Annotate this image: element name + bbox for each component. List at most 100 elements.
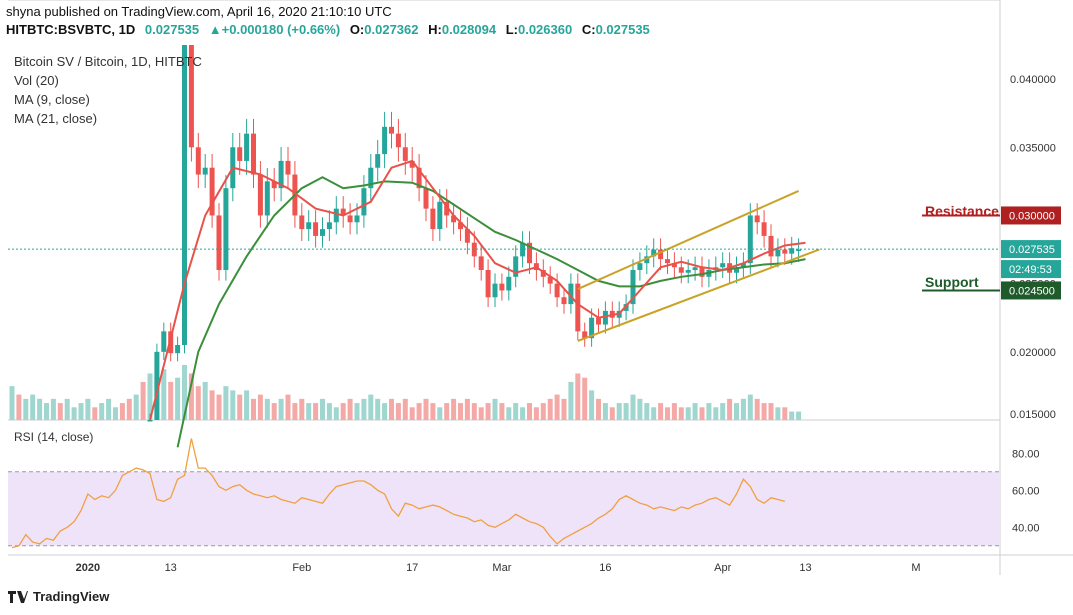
candle-body [154,351,160,420]
candle-body [264,181,270,216]
low-value: 0.026360 [517,22,573,37]
candle-body [513,256,519,277]
volume-bar [195,386,201,420]
candle-body [768,235,774,257]
volume-bar [264,398,270,420]
candle-body [237,147,243,161]
ma9-line [149,159,806,421]
volume-bar [278,398,284,420]
candle-body [582,331,588,339]
publish-info: shyna published on TradingView.com, Apri… [6,4,392,19]
candle-body [492,283,498,298]
volume-bar [209,390,215,420]
volume-bar [368,394,374,420]
candle-body [168,331,174,354]
volume-bar [692,403,698,420]
volume-bar [699,407,705,420]
high-value: 0.028094 [441,22,497,37]
resistance-annotation: Resistance [925,203,999,219]
candle-body [402,147,408,161]
volume-bar [299,398,305,420]
volume-bar [416,403,422,420]
candle-body [375,154,381,168]
candle-body [147,420,153,422]
rsi-line [11,438,785,549]
volume-bar [478,407,484,420]
volume-bar [637,398,643,420]
candle-body [602,310,608,325]
legend-ma21[interactable]: MA (21, close) [14,111,98,126]
candle-body [740,263,746,268]
volume-bar [113,407,118,420]
candle-body [223,188,229,270]
volume-bar [57,403,63,420]
volume-bar [734,403,739,420]
volume-bar [768,403,774,420]
close-value: 0.027535 [595,22,650,37]
volume-bar [182,365,187,420]
volume-bar [216,394,222,420]
candle-body [354,215,360,223]
candle-body [575,283,581,332]
candle-body [306,222,312,230]
volume-bar [589,390,595,420]
volume-bar [257,394,263,420]
candle-body [285,160,291,175]
volume-bar [513,403,519,420]
volume-bar [665,407,670,420]
rsi-legend[interactable]: RSI (14, close) [14,430,94,444]
open-label: O: [349,22,365,37]
legend-volume[interactable]: Vol (20) [14,73,59,88]
volume-bar [50,398,56,420]
candle-body [209,167,215,216]
countdown-tag-bg [1001,260,1061,279]
volume-bar [623,403,629,420]
candle-body [195,147,201,175]
volume-bar [789,411,795,420]
volume-bar [671,403,677,420]
volume-bar [223,386,229,420]
symbol: HITBTC:BSVBTC, 1D [6,22,136,37]
candle-body [485,270,491,298]
volume-bar [540,403,546,420]
candle-body [409,160,415,168]
rsi-band [8,471,1000,546]
x-tick-label: 13 [165,562,177,574]
volume-bar [119,403,125,420]
volume-bar [713,407,719,420]
candle-body [596,317,601,325]
tradingview-brand[interactable]: TradingView [8,589,109,604]
volume-bar [37,398,43,420]
x-tick-label: 17 [406,562,418,574]
candle-body [244,133,250,161]
up-arrow-icon: ▲ [208,22,222,37]
candle-body [568,283,574,305]
volume-bar [30,394,36,420]
candle-body [175,345,181,354]
volume-bar [402,398,408,420]
candle-body [320,229,325,236]
volume-bar [347,398,353,420]
legend-ma9[interactable]: MA (9, close) [14,92,90,107]
x-tick-label: 13 [799,562,811,574]
candle-body [692,267,698,270]
volume-bar [92,407,98,420]
candle-body [333,208,339,223]
x-tick-label: Feb [292,562,311,574]
price-change: +0.000180 (+0.66%) [221,22,341,37]
volume-bar [9,386,15,420]
volume-bar [575,373,581,420]
ma21-line [176,176,806,448]
volume-bar [754,398,760,420]
candle-body [278,160,284,189]
volume-bar [499,403,505,420]
volume-bar [678,407,684,420]
volume-bar [147,373,153,420]
price-tick-label: 0.015000 [1010,409,1056,421]
volume-bar [506,407,512,420]
volume-bar [382,403,388,420]
volume-bar [168,381,174,420]
candle-body [754,215,760,223]
candle-body [637,263,643,270]
